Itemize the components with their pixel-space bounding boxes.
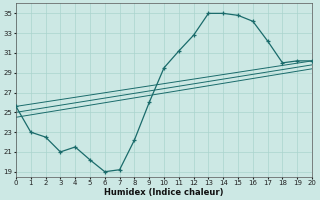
X-axis label: Humidex (Indice chaleur): Humidex (Indice chaleur) — [104, 188, 224, 197]
